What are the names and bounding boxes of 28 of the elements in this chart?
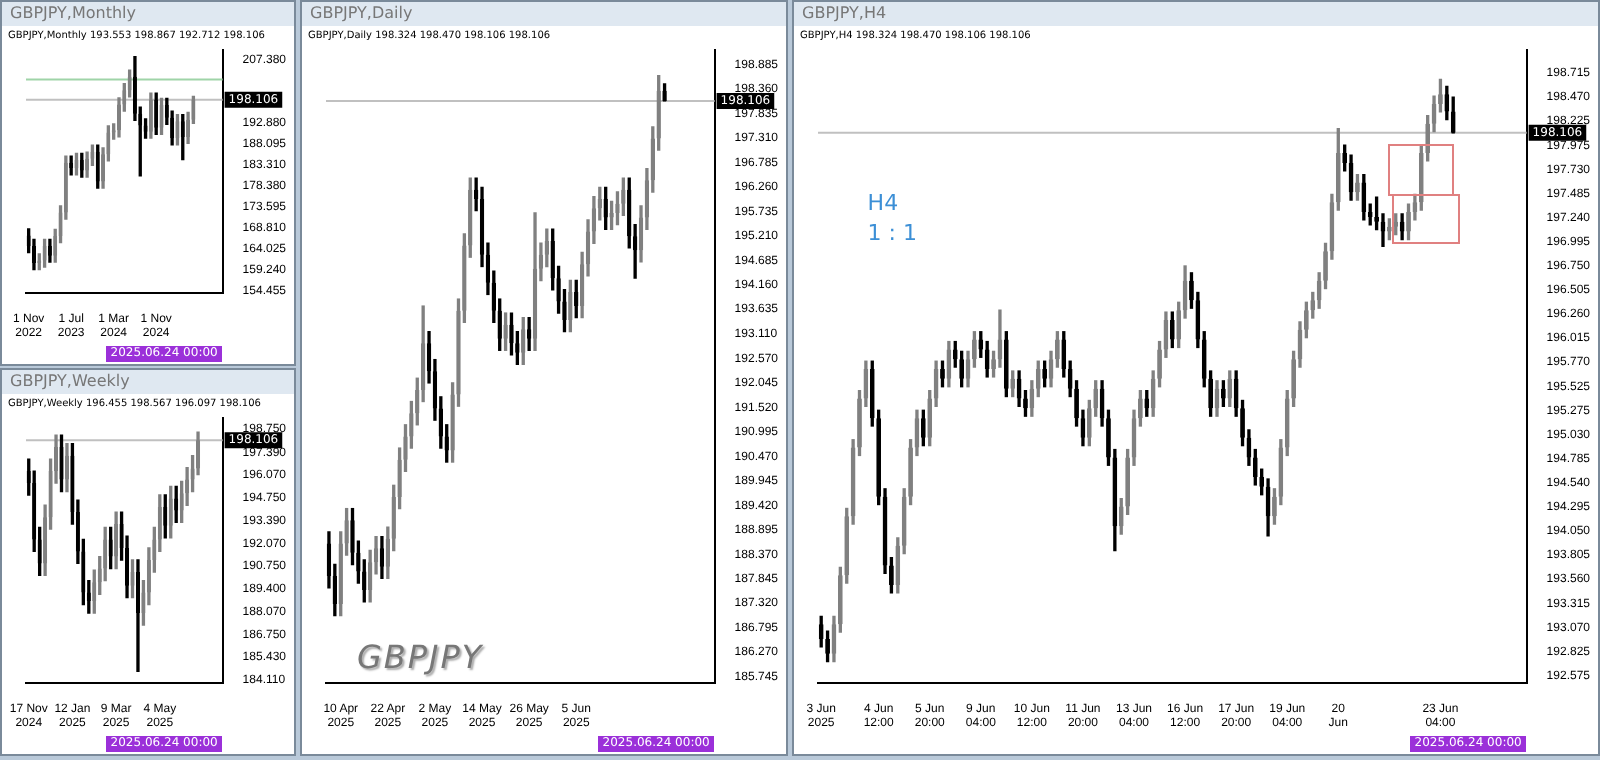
annotation: H4 <box>867 189 899 216</box>
candlestick <box>1406 203 1411 241</box>
candlestick <box>1169 311 1175 349</box>
candlestick <box>1355 174 1360 201</box>
candlestick <box>603 186 608 230</box>
chart-title: GBPJPY,Monthly <box>2 2 294 26</box>
candlestick <box>920 409 926 447</box>
candlestick <box>946 340 952 388</box>
candlestick <box>1220 380 1226 408</box>
annotation: GBPJPY <box>357 638 484 677</box>
candlestick <box>1144 389 1150 417</box>
chart-title: GBPJPY,Weekly <box>2 370 294 394</box>
candlestick <box>130 559 135 599</box>
candlestick <box>1393 213 1399 236</box>
candlestick <box>940 360 945 388</box>
candlestick <box>662 83 667 102</box>
candlestick <box>1386 218 1392 241</box>
chart-title: GBPJPY,H4 <box>794 2 1598 26</box>
candlestick <box>1010 370 1016 398</box>
candlestick <box>1003 331 1009 398</box>
chart-title: GBPJPY,Daily <box>302 2 786 26</box>
annotation: 1 : 1 <box>867 220 917 247</box>
candlestick <box>59 434 64 493</box>
candlestick <box>1042 360 1048 388</box>
candlestick <box>568 279 573 333</box>
candlestick <box>1399 213 1405 241</box>
candlestick <box>503 312 508 351</box>
candlestick <box>1227 370 1233 408</box>
